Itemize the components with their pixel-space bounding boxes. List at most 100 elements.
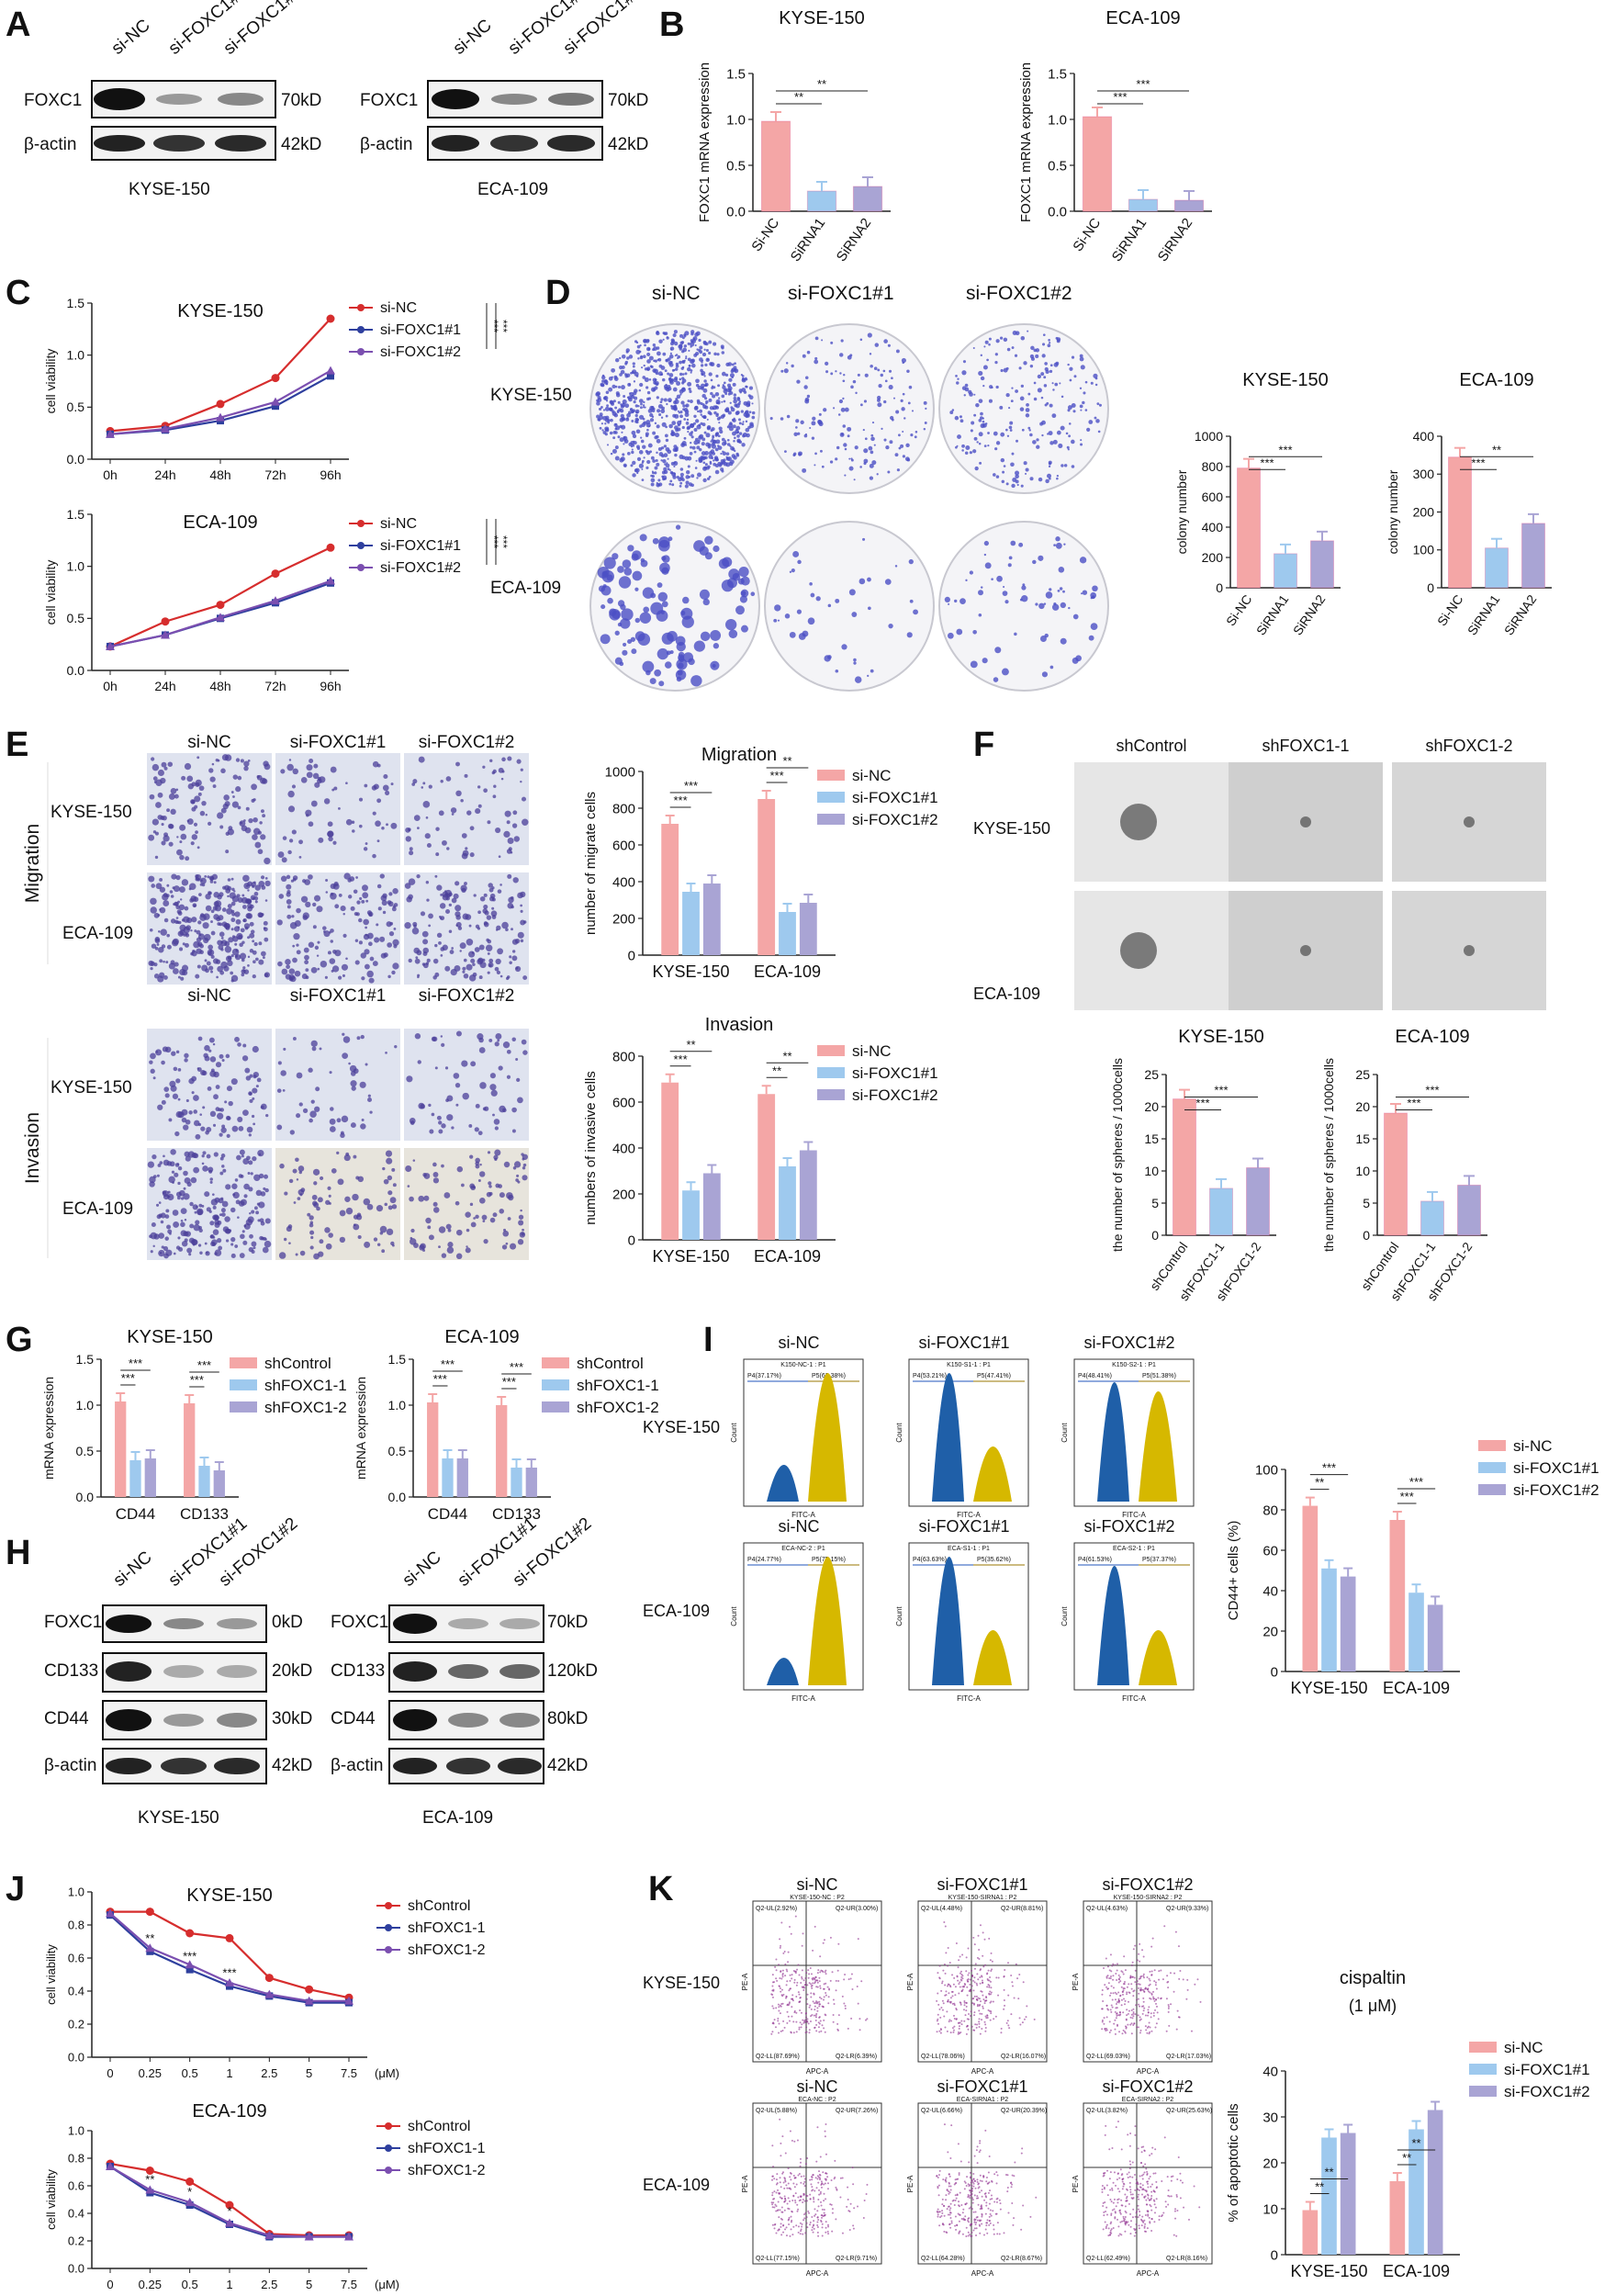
plot-column-title: si-FOXC1#1 [937, 2077, 1027, 2096]
cell-dot [179, 854, 185, 861]
cell-dot [167, 1195, 171, 1199]
event-dot [1105, 2016, 1108, 2019]
cell-dot [225, 1115, 230, 1120]
colony-dot [1051, 603, 1060, 611]
colony-dot [1033, 348, 1038, 353]
cell-dot [297, 1197, 301, 1200]
colony-dot [621, 385, 625, 390]
colony-dot [697, 385, 702, 390]
event-dot [984, 1964, 987, 1966]
event-dot [1112, 1963, 1115, 1965]
colony-dot [623, 436, 626, 440]
colony-dot [663, 398, 668, 402]
colony-dot [688, 349, 690, 352]
colony-dot [670, 430, 674, 433]
sig-label: ** [1315, 1476, 1324, 1490]
colony-dot [654, 422, 657, 425]
event-dot [1117, 2001, 1119, 2004]
event-dot [941, 1982, 944, 1985]
cell-dot [195, 1133, 201, 1140]
cell-dot [297, 1165, 305, 1172]
colony-dot [741, 375, 745, 377]
event-dot [1163, 1925, 1166, 1928]
colony-dot [669, 649, 674, 655]
event-dot [1150, 1993, 1153, 1996]
colony-dot [1023, 361, 1027, 366]
event-dot [957, 1966, 960, 1969]
colony-dot [874, 343, 880, 347]
cell-dot [487, 951, 490, 955]
colony-dot [848, 466, 854, 471]
event-dot [814, 2016, 817, 2019]
cell-dot [343, 1154, 351, 1162]
colony-dot [630, 409, 633, 411]
x-tick-label: SiRNA2 [1290, 591, 1329, 637]
event-dot [801, 1986, 803, 1988]
colony-dot [873, 366, 878, 370]
colony-dot [774, 604, 781, 612]
cell-dot [493, 784, 497, 788]
event-dot [936, 2020, 938, 2022]
event-dot [810, 1992, 813, 1995]
cell-dot [286, 914, 292, 919]
event-dot [939, 2032, 942, 2034]
colony-dot [634, 587, 639, 591]
cell-dot [444, 965, 451, 972]
event-dot [798, 1993, 801, 1996]
cell-dot [352, 1193, 359, 1201]
panel-label-c: C [6, 274, 31, 312]
cell-dot [308, 1067, 313, 1073]
cell-dot [484, 910, 489, 916]
colony-dot [840, 407, 846, 412]
event-dot [965, 2005, 968, 2008]
event-dot [787, 1951, 790, 1953]
cell-dot [342, 974, 345, 977]
cell-dot [376, 798, 382, 804]
colony-dot [877, 368, 881, 372]
event-dot [1155, 1998, 1158, 2001]
cell-dot [307, 1212, 311, 1217]
cell-dot [408, 958, 412, 963]
bar [442, 1458, 454, 1497]
colony-dot [854, 445, 858, 450]
event-dot [1116, 1993, 1118, 1996]
cell-dot [428, 913, 433, 919]
cell-dot [175, 917, 179, 919]
colony-dot [1000, 457, 1005, 463]
event-dot [806, 2018, 809, 2020]
cell-dot [414, 1033, 421, 1040]
cell-dot [483, 1239, 488, 1244]
cell-dot [238, 934, 243, 940]
colony-dot [639, 424, 643, 428]
event-dot [793, 1981, 796, 1984]
cell-dot [230, 1253, 236, 1258]
colony-dot [653, 359, 656, 363]
cell-dot [256, 1077, 262, 1083]
cell-dot [443, 1192, 451, 1199]
event-dot [975, 1995, 978, 1998]
cell-dot [417, 975, 420, 979]
cell-dot [231, 912, 236, 917]
cell-dot [508, 896, 514, 904]
event-dot [785, 1984, 788, 1986]
cell-dot [164, 1236, 169, 1241]
cell-dot [243, 1183, 250, 1190]
chart-title: Invasion [705, 1015, 774, 1035]
colony-dot [699, 458, 703, 463]
event-dot [808, 2032, 811, 2034]
bar [852, 186, 883, 212]
colony-dot [733, 396, 737, 400]
event-dot [816, 2126, 819, 2129]
cell-dot [219, 1171, 224, 1176]
colony-dot [1002, 470, 1005, 474]
legend-swatch [230, 1379, 257, 1390]
cell-dot [278, 1252, 286, 1259]
event-dot [1021, 2021, 1024, 2024]
colony-dot [963, 394, 966, 397]
cell-dot [215, 1085, 220, 1089]
cell-dot [231, 801, 239, 808]
event-dot [813, 2014, 815, 2017]
bar [511, 1468, 522, 1497]
cell-dot [219, 931, 225, 938]
cell-dot [163, 975, 168, 980]
